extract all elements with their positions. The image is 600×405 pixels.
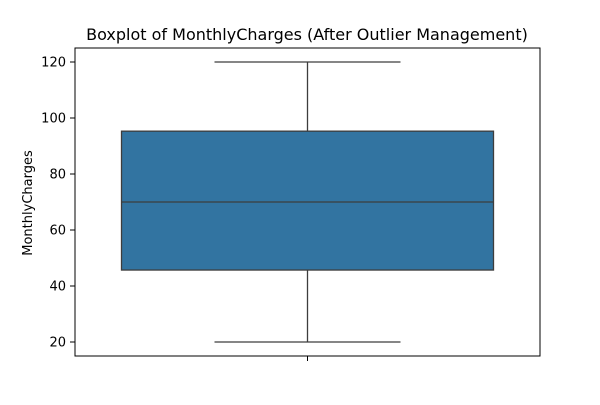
plot-area: 20 40 60 80 100 120 — [41, 47, 541, 361]
y-tick-label: 80 — [49, 168, 66, 183]
y-tick-label: 20 — [49, 336, 66, 351]
y-tick-label: 100 — [41, 112, 66, 127]
y-tick-label: 60 — [49, 224, 66, 239]
iqr-box — [120, 130, 495, 271]
y-tick-label: 120 — [41, 56, 66, 71]
y-tick-label: 40 — [49, 280, 66, 295]
chart-title: Boxplot of MonthlyCharges (After Outlier… — [86, 25, 528, 44]
y-axis-label: MonthlyCharges — [21, 150, 36, 256]
